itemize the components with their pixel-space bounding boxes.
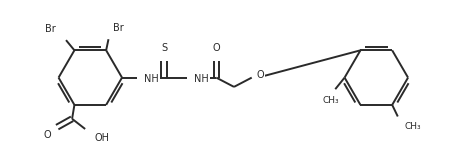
Text: S: S xyxy=(161,43,167,53)
Text: OH: OH xyxy=(95,133,110,143)
Text: Br: Br xyxy=(113,23,124,33)
Text: O: O xyxy=(44,130,51,140)
Text: Br: Br xyxy=(45,24,56,34)
Text: CH₃: CH₃ xyxy=(405,122,421,131)
Text: O: O xyxy=(212,43,220,53)
Text: NH: NH xyxy=(145,74,159,85)
Text: NH: NH xyxy=(194,74,209,85)
Text: CH₃: CH₃ xyxy=(322,96,339,105)
Text: O: O xyxy=(256,70,264,80)
